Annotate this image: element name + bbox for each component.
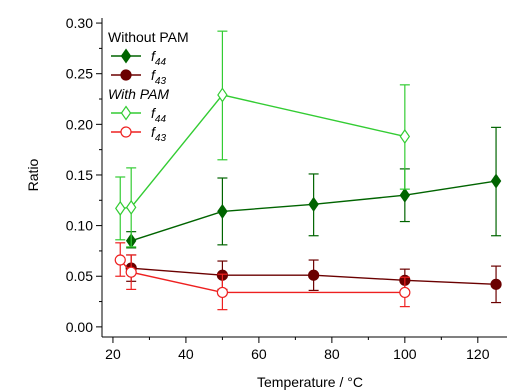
data-point bbox=[399, 286, 411, 299]
y-tick-label: 0.20 bbox=[66, 116, 93, 132]
y-axis-label: Ratio bbox=[25, 158, 41, 191]
series-f43-without-pam bbox=[125, 254, 502, 304]
data-point bbox=[490, 173, 502, 189]
data-point bbox=[114, 254, 126, 266]
series-line bbox=[119, 259, 405, 294]
legend-label: f44 bbox=[151, 105, 166, 125]
legend-swatch-marker bbox=[120, 126, 132, 138]
series-f44-without-pam bbox=[125, 126, 502, 249]
data-point bbox=[399, 187, 411, 203]
y-tick-label: 0.25 bbox=[66, 66, 93, 82]
legend-label: f44 bbox=[151, 48, 166, 68]
legend-swatch-marker bbox=[120, 48, 132, 64]
y-tick-label: 0.00 bbox=[66, 319, 93, 335]
data-point bbox=[217, 203, 228, 219]
data-point bbox=[125, 199, 137, 215]
series-f44-with-pam bbox=[115, 30, 411, 248]
y-tick-label: 0.05 bbox=[66, 268, 93, 284]
x-tick-label: 80 bbox=[324, 346, 340, 362]
x-tick-label: 100 bbox=[393, 346, 417, 362]
legend-label: f43 bbox=[151, 124, 166, 144]
data-point bbox=[399, 128, 411, 145]
plot-area bbox=[114, 30, 502, 311]
x-tick-label: 40 bbox=[178, 346, 194, 362]
x-axis-label: Temperature / °C bbox=[257, 374, 363, 390]
series-f43-with-pam bbox=[114, 242, 411, 311]
series-line bbox=[120, 94, 405, 210]
data-point bbox=[115, 200, 126, 216]
legend-group-title: With PAM bbox=[108, 86, 169, 102]
data-point bbox=[216, 286, 229, 299]
y-tick-label: 0.10 bbox=[66, 218, 93, 234]
x-tick-label: 60 bbox=[251, 346, 267, 362]
legend-swatch-marker bbox=[120, 69, 132, 81]
y-tick-label: 0.30 bbox=[66, 15, 93, 31]
x-tick-label: 120 bbox=[466, 346, 490, 362]
data-point bbox=[125, 266, 137, 278]
axes: 0.00 0.05 0.10 0.15 0.20 0.25 0.30 20 40 60 80 100 1… bbox=[66, 15, 507, 362]
legend-swatch-marker bbox=[120, 105, 132, 121]
y-tick-label: 0.15 bbox=[66, 167, 93, 183]
data-point bbox=[217, 87, 228, 103]
legend-group-title: Without PAM bbox=[108, 29, 189, 45]
legend-label: f43 bbox=[151, 67, 166, 87]
data-point bbox=[308, 196, 319, 212]
x-tick-label: 20 bbox=[105, 346, 121, 362]
data-point bbox=[308, 269, 320, 281]
data-point bbox=[490, 278, 502, 290]
